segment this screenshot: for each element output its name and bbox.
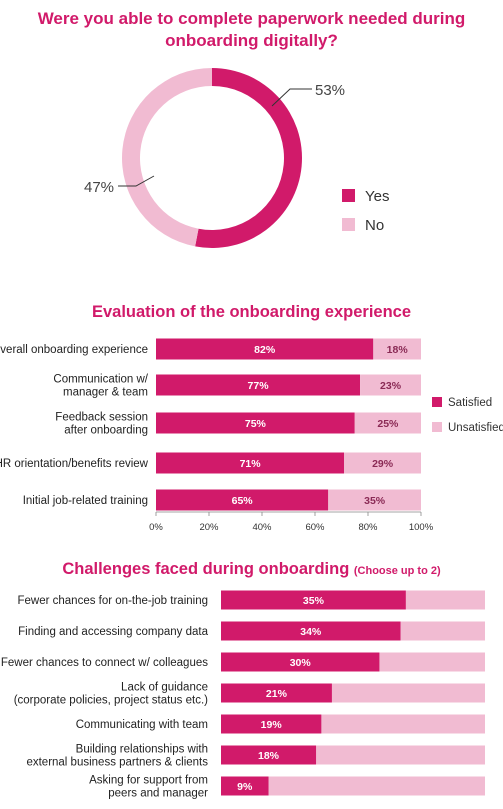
challenges-category-label: Finding and accessing company data <box>18 626 208 638</box>
challenges-value-label: 18% <box>258 750 280 762</box>
challenges-title-subtitle: (Choose up to 2) <box>353 565 441 577</box>
legend-swatch-satisfied <box>432 397 442 407</box>
legend-label-unsatisfied: Unsatisfied <box>448 422 503 434</box>
legend-swatch-unsatisfied <box>432 422 442 432</box>
evaluation-bar-unsatisfied <box>328 489 421 511</box>
evaluation-value-label: 65% <box>232 495 254 507</box>
evaluation-value-label: 35% <box>364 495 386 507</box>
challenges-category-label: Asking for support from peers and manager <box>89 775 208 800</box>
challenges-bar <box>221 683 332 703</box>
evaluation-category-label: Initial job-related training <box>23 495 148 507</box>
evaluation-value-label: 29% <box>372 458 394 470</box>
challenges-bar <box>221 590 406 610</box>
evaluation-bar-unsatisfied <box>344 452 421 474</box>
legend-swatch-no <box>342 218 355 231</box>
evaluation-bar-unsatisfied <box>360 374 421 396</box>
evaluation-x-tick-label: 0% <box>149 522 163 533</box>
yes-percentage-label: 53% <box>315 82 345 99</box>
challenges-bar <box>221 776 269 796</box>
challenges-bar <box>221 652 380 672</box>
evaluation-bar-satisfied <box>156 452 345 474</box>
evaluation-bar-satisfied <box>156 338 374 360</box>
challenges-value-label: 30% <box>290 657 312 669</box>
legend-swatch-yes <box>342 189 355 202</box>
evaluation-value-label: 23% <box>380 380 402 392</box>
evaluation-category-label: Overall onboarding experience <box>0 344 148 356</box>
legend-label-no: No <box>365 217 384 234</box>
legend-label-yes: Yes <box>365 188 389 205</box>
evaluation-category-label: Communication w/manager & team <box>53 374 148 399</box>
evaluation-category-label: Feedback session after onboarding <box>55 412 148 437</box>
challenges-category-label: Communicating with team <box>76 719 208 731</box>
no-leader-line <box>118 175 155 187</box>
evaluation-chart-title: Evaluation of the onboarding experience <box>91 303 412 321</box>
evaluation-value-label: 71% <box>240 458 262 470</box>
donut-chart-title: Were you able to complete paperwork need… <box>37 9 466 50</box>
challenges-value-label: 9% <box>237 781 253 793</box>
challenges-chart-title: Challenges faced during onboarding (Choo… <box>0 560 503 579</box>
challenges-category-label: Fewer chances for on-the-job training <box>18 595 209 607</box>
challenges-title-main: Challenges faced during onboarding <box>62 560 350 578</box>
challenges-value-label: 34% <box>300 626 322 638</box>
challenges-value-label: 21% <box>266 688 288 700</box>
challenges-category-label: Lack of guidance (corporate policies, pro… <box>14 682 208 707</box>
challenges-category-label: Fewer chances to connect w/ colleagues <box>1 657 208 669</box>
challenges-bar-background <box>221 776 485 796</box>
evaluation-x-tick-label: 60% <box>305 522 325 533</box>
evaluation-bar-satisfied <box>156 374 361 396</box>
evaluation-value-label: 18% <box>387 344 409 356</box>
evaluation-bar-satisfied <box>156 412 355 434</box>
evaluation-value-label: 25% <box>377 418 399 430</box>
evaluation-x-tick-label: 100% <box>409 522 434 533</box>
challenges-category-label: Building relationships with external busi… <box>26 744 208 769</box>
evaluation-x-tick-label: 20% <box>199 522 219 533</box>
challenges-value-label: 19% <box>261 719 283 731</box>
evaluation-bar-unsatisfied <box>354 412 421 434</box>
no-percentage-label: 47% <box>84 179 114 196</box>
challenges-value-label: 35% <box>303 595 325 607</box>
evaluation-x-tick-label: 40% <box>252 522 272 533</box>
evaluation-bar-unsatisfied <box>373 338 421 360</box>
challenges-bar <box>221 745 317 765</box>
challenges-bar <box>221 621 401 641</box>
evaluation-x-tick-label: 80% <box>358 522 378 533</box>
legend-label-satisfied: Satisfied <box>448 397 492 409</box>
evaluation-bar-satisfied <box>156 489 329 511</box>
evaluation-value-label: 75% <box>245 418 267 430</box>
evaluation-value-label: 77% <box>248 380 270 392</box>
donut-slice-yes <box>195 68 303 249</box>
evaluation-category-label: HR orientation/benefits review <box>0 458 149 470</box>
donut-slice-no <box>122 68 212 247</box>
challenges-bar <box>221 714 322 734</box>
evaluation-value-label: 82% <box>254 344 276 356</box>
yes-leader-line <box>271 88 312 107</box>
